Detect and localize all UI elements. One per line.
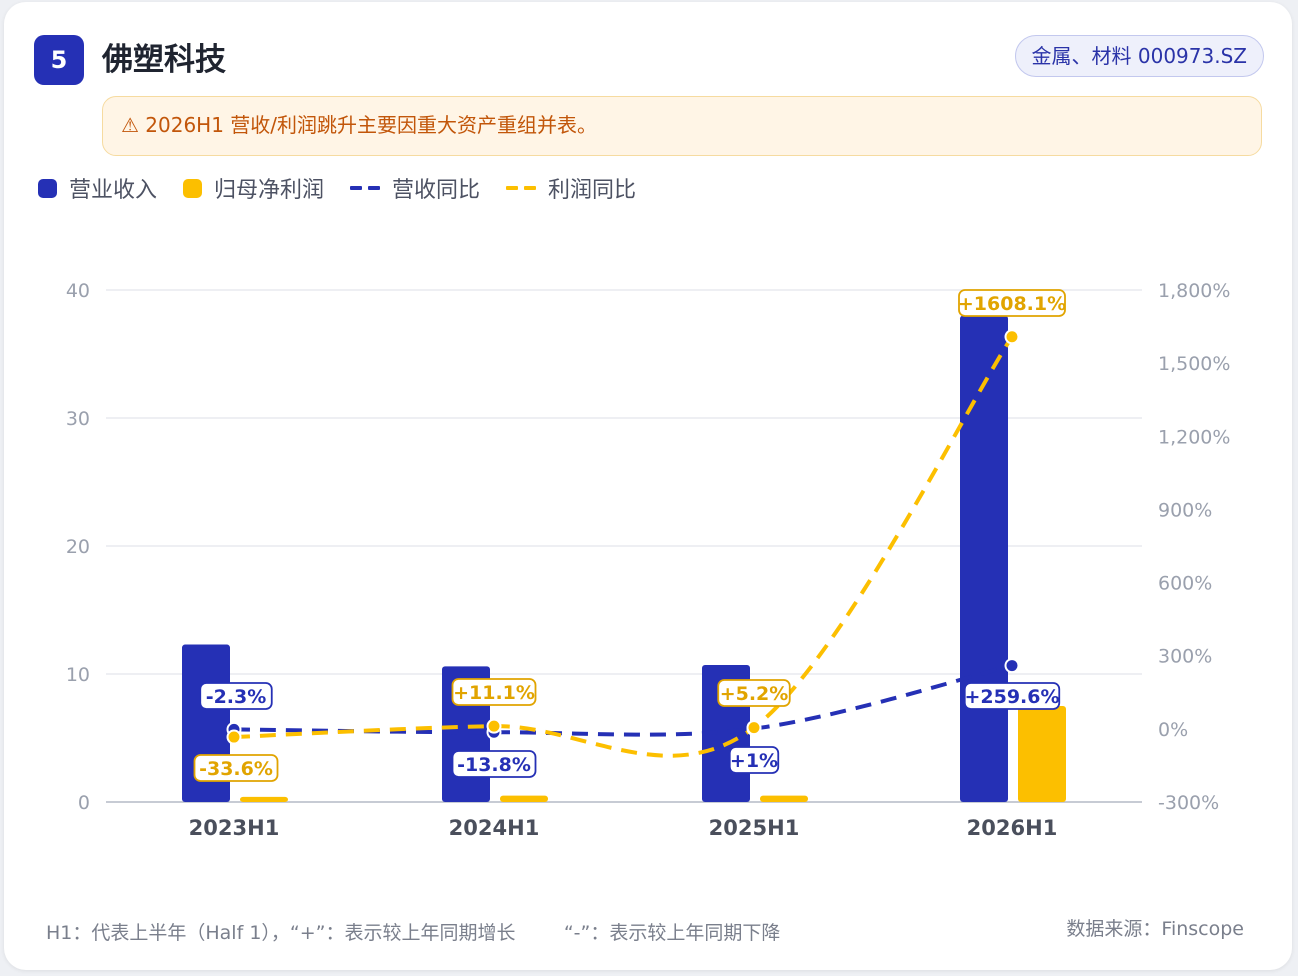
y-left-tick-label: 30	[66, 408, 90, 430]
profit-yoy-label-box	[717, 679, 791, 707]
profit-yoy-point	[226, 729, 242, 745]
profit-yoy-line	[233, 335, 1014, 758]
revenue-yoy-point	[1004, 658, 1020, 674]
legend-label: 归母净利润	[214, 178, 325, 203]
x-tick-label: 2025H1	[709, 816, 800, 840]
profit-swatch-icon	[183, 178, 203, 198]
revenue-yoy-label: -13.8%	[457, 754, 531, 776]
profit-yoy-label: -33.6%	[199, 758, 273, 780]
y-right-tick-label: 1,800%	[1158, 280, 1230, 302]
profit-yoy-label: +11.1%	[453, 682, 535, 704]
y-right-tick-label: 900%	[1158, 499, 1212, 521]
profit-bar	[1018, 706, 1066, 802]
y-right-tick-label: 300%	[1158, 646, 1212, 668]
legend-item-profit-yoy[interactable]: 利润同比	[506, 172, 636, 204]
revenue-yoy-line	[233, 663, 1013, 737]
industry-code-tag: 金属、材料 000973.SZ	[1014, 35, 1264, 77]
rank-badge: 5	[34, 35, 84, 85]
y-right-tick-label: 1,500%	[1158, 353, 1230, 375]
profit-yoy-point	[1004, 329, 1020, 345]
y-right-tick-label: 1,200%	[1158, 426, 1230, 448]
revenue-yoy-label: +1%	[730, 750, 778, 772]
profit-yoy-point	[486, 718, 502, 734]
data-source: 数据来源：Finscope	[1066, 918, 1244, 940]
profit-bar	[500, 795, 548, 802]
profit-yoy-label: +5.2%	[720, 683, 789, 705]
company-title: 佛塑科技	[102, 42, 226, 78]
legend-label: 营收同比	[392, 178, 481, 203]
profit-yoy-dash-icon	[506, 186, 537, 190]
legend: 营业收入 归母净利润 营收同比 利润同比	[38, 168, 662, 208]
legend-item-revenue-yoy[interactable]: 营收同比	[350, 172, 480, 204]
y-left-tick-label: 40	[66, 280, 90, 302]
revenue-swatch-icon	[38, 178, 57, 198]
revenue-yoy-label-box	[451, 750, 537, 778]
revenue-bar	[960, 315, 1008, 802]
profit-yoy-label-box	[451, 678, 537, 706]
x-tick-label: 2026H1	[967, 816, 1058, 840]
legend-label: 利润同比	[548, 178, 637, 203]
card	[4, 2, 1292, 970]
profit-bar	[240, 796, 288, 802]
revenue-yoy-label-box	[963, 682, 1061, 710]
footnote: H1：代表上半年（Half 1），“+”：表示较上年同期增长 “-”：表示较上年…	[46, 922, 781, 944]
profit-bar	[760, 795, 808, 802]
warning-banner: ⚠ 2026H1 营收/利润跳升主要因重大资产重组并表。	[102, 96, 1262, 156]
x-tick-label: 2024H1	[449, 816, 540, 840]
y-right-tick-label: -300%	[1158, 792, 1219, 814]
legend-item-revenue[interactable]: 营业收入	[38, 172, 157, 204]
legend-item-profit[interactable]: 归母净利润	[183, 172, 324, 204]
profit-yoy-point	[746, 720, 762, 736]
revenue-yoy-label-box	[728, 746, 780, 774]
y-left-tick-label: 20	[66, 536, 90, 558]
y-right-tick-label: 600%	[1158, 573, 1212, 595]
revenue-yoy-dash-icon	[350, 186, 381, 190]
y-left-tick-label: 10	[66, 664, 90, 686]
x-tick-label: 2023H1	[189, 816, 280, 840]
revenue-yoy-label: +259.6%	[964, 686, 1059, 708]
profit-yoy-label: +1608.1%	[958, 293, 1066, 315]
y-right-tick-label: 0%	[1158, 719, 1188, 741]
profit-yoy-label-box	[193, 754, 279, 782]
y-left-tick-label: 0	[78, 792, 90, 814]
revenue-yoy-label: -2.3%	[206, 686, 267, 708]
revenue-yoy-label-box	[199, 682, 273, 710]
profit-yoy-label-box	[958, 289, 1066, 317]
legend-label: 营业收入	[69, 178, 158, 203]
